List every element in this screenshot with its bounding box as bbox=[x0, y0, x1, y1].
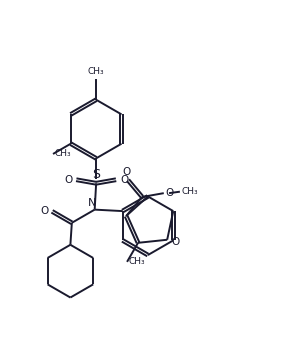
Text: O: O bbox=[123, 167, 131, 176]
Text: N: N bbox=[88, 198, 96, 208]
Text: O: O bbox=[120, 175, 128, 185]
Text: O: O bbox=[171, 237, 179, 247]
Text: CH₃: CH₃ bbox=[88, 67, 104, 76]
Text: O: O bbox=[40, 206, 48, 216]
Text: CH₃: CH₃ bbox=[129, 257, 146, 266]
Text: CH₃: CH₃ bbox=[55, 149, 71, 158]
Text: S: S bbox=[92, 168, 100, 181]
Text: O: O bbox=[64, 175, 72, 185]
Text: CH₃: CH₃ bbox=[181, 187, 198, 196]
Text: O: O bbox=[166, 188, 174, 198]
